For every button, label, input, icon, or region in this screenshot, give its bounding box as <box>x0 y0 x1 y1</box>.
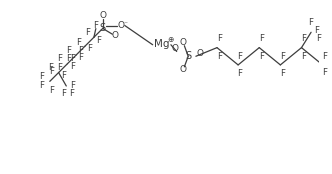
Text: F: F <box>85 28 90 37</box>
Text: O: O <box>180 38 187 47</box>
Text: O: O <box>99 11 106 21</box>
Text: F: F <box>316 34 321 42</box>
Text: F: F <box>259 52 264 61</box>
Text: F: F <box>322 68 327 77</box>
Text: F: F <box>49 86 54 94</box>
Text: F: F <box>70 54 75 64</box>
Text: F: F <box>237 52 243 61</box>
Text: F: F <box>87 45 92 53</box>
Text: F: F <box>66 46 71 55</box>
Text: F: F <box>322 52 327 61</box>
Text: F: F <box>57 63 62 72</box>
Text: F: F <box>331 60 332 68</box>
Text: F: F <box>66 54 71 63</box>
Text: S: S <box>185 51 191 61</box>
Text: F: F <box>69 89 75 98</box>
Text: F: F <box>93 21 98 30</box>
Text: F: F <box>70 62 75 71</box>
Text: O: O <box>112 31 119 40</box>
Text: F: F <box>79 46 84 55</box>
Text: F: F <box>301 52 306 61</box>
Text: F: F <box>280 52 285 61</box>
Text: F: F <box>301 34 306 44</box>
Text: F: F <box>217 34 222 44</box>
Text: F: F <box>217 52 222 61</box>
Text: F: F <box>280 69 285 78</box>
Text: F: F <box>40 72 44 81</box>
Text: F: F <box>61 89 66 98</box>
Text: F: F <box>48 63 53 72</box>
Text: F: F <box>237 69 243 78</box>
Text: F: F <box>96 36 101 45</box>
Text: O: O <box>118 21 124 30</box>
Text: F: F <box>259 34 264 44</box>
Text: ⊕: ⊕ <box>168 35 174 44</box>
Text: O: O <box>196 49 203 58</box>
Text: F: F <box>79 53 84 62</box>
Text: F: F <box>309 18 314 27</box>
Text: F: F <box>57 54 62 64</box>
Text: F: F <box>76 38 81 47</box>
Text: F: F <box>314 26 319 35</box>
Text: Mg: Mg <box>154 39 169 49</box>
Text: F: F <box>61 71 66 80</box>
Text: F: F <box>70 81 75 90</box>
Text: O: O <box>171 44 178 53</box>
Text: O: O <box>180 65 187 74</box>
Text: S: S <box>100 23 106 33</box>
Text: F: F <box>49 67 54 76</box>
Text: F: F <box>40 81 44 90</box>
Text: ⁻: ⁻ <box>124 19 128 28</box>
